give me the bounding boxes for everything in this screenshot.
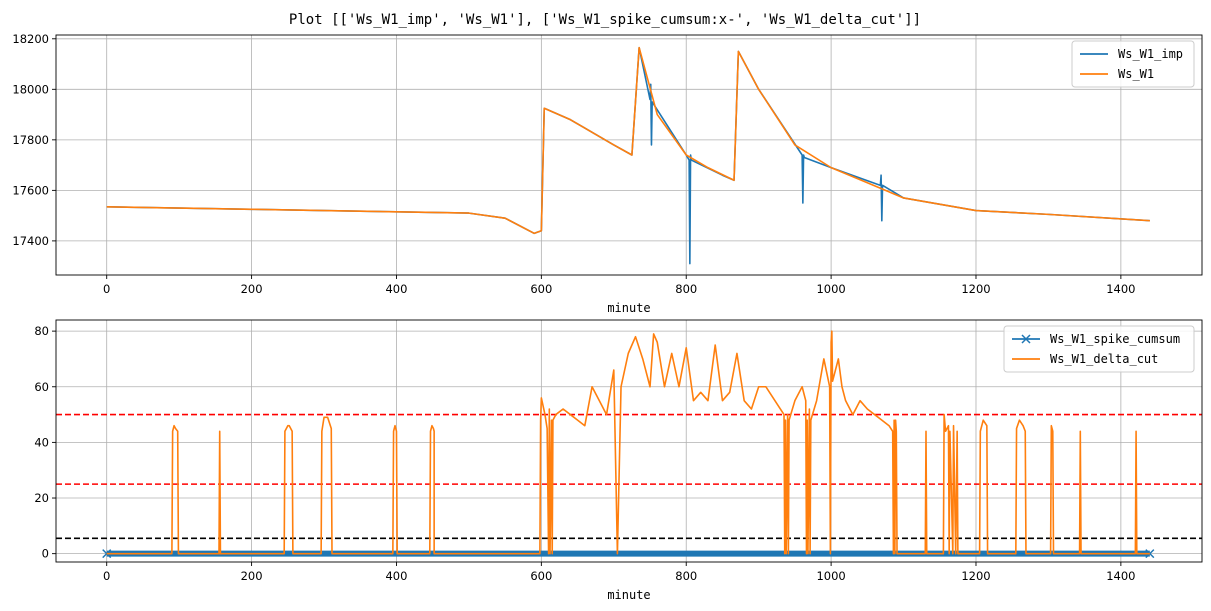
figure-title: Plot [['Ws_W1_imp', 'Ws_W1'], ['Ws_W1_sp… — [289, 12, 921, 28]
bottom-x-tick-label: 0 — [103, 569, 110, 583]
top-legend-box — [1071, 40, 1195, 88]
top-x-tick-label: 1200 — [961, 282, 990, 296]
top-x-tick-label: 400 — [385, 282, 407, 296]
top-x-axis-label: minute — [607, 301, 650, 315]
bottom-y-tick-label: 0 — [42, 547, 49, 561]
top-x-tick-label: 800 — [675, 282, 697, 296]
bottom-y-tick-label: 60 — [34, 380, 49, 394]
top-x-tick-label: 200 — [241, 282, 263, 296]
bottom-axes-frame — [55, 319, 1203, 563]
top-y-tick-label: 17600 — [12, 183, 49, 197]
bottom-x-tick-label: 800 — [675, 569, 697, 583]
top-y-tick-label: 18200 — [12, 32, 49, 46]
bottom-x-tick-label: 1400 — [1106, 569, 1135, 583]
bottom-x-tick-label: 600 — [530, 569, 552, 583]
top-axes-frame — [55, 34, 1203, 276]
bottom-x-axis-label: minute — [607, 588, 650, 602]
legend-label-Ws_W1_delta_cut: Ws_W1_delta_cut — [1050, 352, 1158, 366]
bottom-x-tick-label: 1000 — [816, 569, 845, 583]
bottom-y-tick-label: 20 — [34, 491, 49, 505]
legend-marker — [1021, 334, 1031, 344]
series-Ws_W1_delta_cut — [106, 330, 1150, 555]
top-plot: 0 200 400 600 800 1000 1200 1400 17400 17600 17800… — [12, 32, 1203, 315]
legend-label-Ws_W1: Ws_W1 — [1118, 67, 1154, 81]
top-y-tick-label: 17800 — [12, 133, 49, 147]
bottom-legend-box — [1003, 325, 1195, 373]
legend-label-Ws_W1_spike_cumsum: Ws_W1_spike_cumsum — [1050, 332, 1180, 346]
legend-label-Ws_W1_imp: Ws_W1_imp — [1118, 47, 1183, 61]
top-x-tick-label: 1400 — [1106, 282, 1135, 296]
bottom-plot: 0 200 400 600 800 1000 1200 1400 0 20 40 60 80 minute… — [34, 319, 1203, 602]
top-x-tick-label: 600 — [530, 282, 552, 296]
bottom-y-tick-label: 40 — [34, 435, 49, 449]
bottom-x-tick-label: 1200 — [961, 569, 990, 583]
bottom-y-tick-label: 80 — [34, 324, 49, 338]
series-Ws_W1_imp — [106, 46, 1150, 265]
top-y-tick-label: 18000 — [12, 82, 49, 96]
top-y-tick-label: 17400 — [12, 234, 49, 248]
top-x-tick-label: 1000 — [816, 282, 845, 296]
bottom-legend: Ws_W1_spike_cumsum Ws_W1_delta_cut — [1003, 325, 1195, 373]
series-marker — [102, 549, 112, 559]
bottom-x-tick-label: 200 — [241, 569, 263, 583]
top-x-tick-label: 0 — [103, 282, 110, 296]
series-Ws_W1 — [106, 46, 1150, 235]
bottom-x-tick-label: 400 — [385, 569, 407, 583]
top-legend: Ws_W1_imp Ws_W1 — [1071, 40, 1195, 88]
